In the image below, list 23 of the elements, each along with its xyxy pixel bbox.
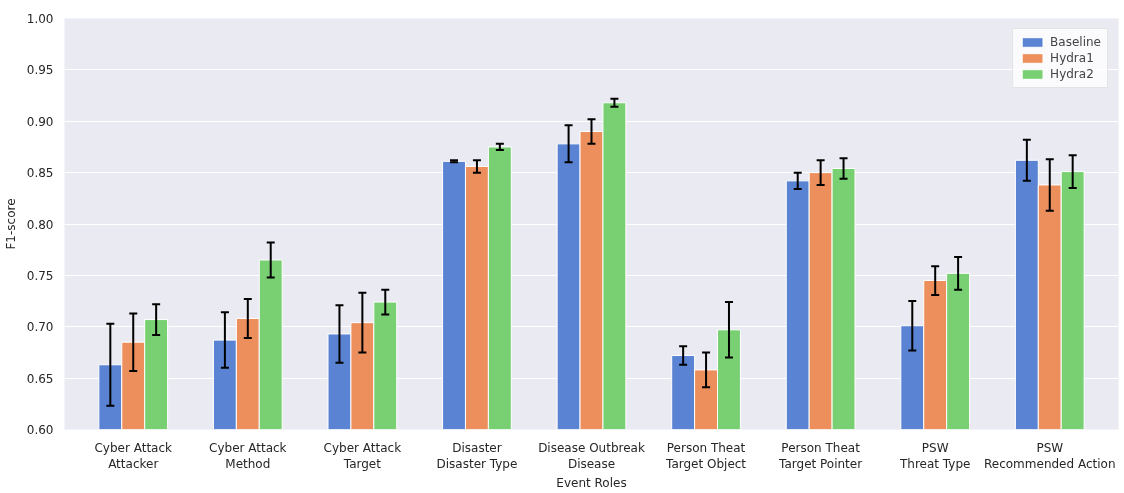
y-tick-label: 0.60: [26, 423, 54, 437]
x-tick-label: Disease Outbreak Disease: [538, 440, 645, 472]
legend-label: Baseline: [1050, 35, 1101, 49]
x-tick-label: Person Theat Target Pointer: [778, 440, 863, 472]
x-axis-title: Event Roles: [556, 476, 627, 491]
y-tick-label: 0.65: [26, 371, 54, 386]
x-tick-label: Cyber Attack Target: [323, 440, 402, 472]
y-tick-label: 0.95: [26, 63, 54, 78]
legend-label: Hydra1: [1050, 51, 1094, 65]
x-tick-label: PSW Recommended Action: [984, 440, 1116, 472]
x-tick-label: Cyber Attack Attacker: [94, 440, 173, 472]
y-tick-label: 0.70: [26, 320, 54, 335]
x-tick-label: Cyber Attack Method: [209, 440, 287, 472]
x-tick-label: Disaster Disaster Type: [436, 440, 518, 472]
x-tick-label: PSW Threat Type: [898, 440, 971, 472]
y-tick-label: 0.75: [26, 268, 54, 283]
legend-label: Hydra2: [1050, 67, 1094, 81]
x-tick-label: Person Theat Target Object: [665, 440, 747, 472]
y-tick-label: 0.90: [26, 114, 54, 129]
y-tick-label: 1.00: [26, 12, 54, 26]
y-tick-label: 0.85: [26, 166, 54, 181]
y-tick-label: 0.80: [26, 217, 54, 232]
y-axis-title: F1-score: [3, 198, 18, 250]
